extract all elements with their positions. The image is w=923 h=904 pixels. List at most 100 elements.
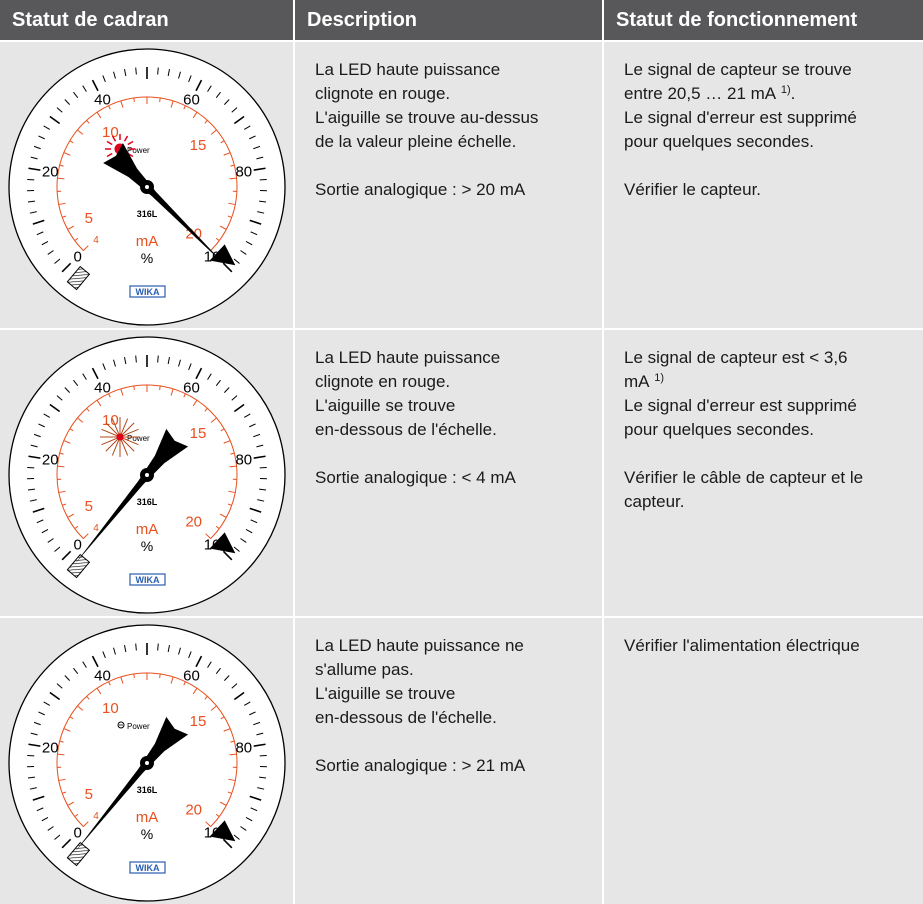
ma-tick [170, 100, 174, 108]
text-line: La LED haute puissance [315, 348, 501, 367]
dial-tick [178, 71, 181, 79]
percent-label: 60 [183, 380, 200, 397]
dial-tick [56, 107, 63, 113]
footnote-ref: 1) [780, 84, 791, 96]
led-ray [106, 152, 113, 158]
percent-label: 20 [42, 164, 59, 181]
text-line: clignote en rouge. [315, 84, 451, 103]
text-line: La LED haute puissance ne [315, 636, 524, 655]
text-line: L'aiguille se trouve au-dessus [315, 108, 539, 127]
dial-tick [233, 403, 245, 413]
ma-label: 15 [190, 425, 207, 442]
dial-tick [73, 667, 79, 675]
dial-tick [61, 838, 72, 849]
dial-tick [253, 743, 266, 747]
zero-pin [66, 841, 91, 867]
text-line: Sortie analogique : < 4 mA [315, 468, 516, 487]
ma-tick [183, 105, 186, 110]
dial-tick [240, 826, 247, 831]
ma-tick [57, 465, 65, 468]
dial-tick [207, 373, 212, 380]
ma-tick [223, 152, 231, 156]
dial-tick [47, 826, 54, 831]
dial-tick [41, 817, 49, 822]
dial-tick [244, 413, 251, 418]
dial-tick [253, 455, 266, 459]
percent-label: 40 [94, 92, 111, 109]
ma-tick [223, 440, 231, 444]
dial-tick [82, 85, 87, 92]
dial-tick [124, 645, 127, 653]
dial-tick [215, 91, 221, 99]
led-label: Power [127, 146, 150, 155]
ma-tick [229, 753, 237, 756]
needle-hub-dot [145, 185, 149, 189]
ma-tick [77, 417, 84, 423]
ma-tick [63, 152, 71, 156]
ma-tick [170, 388, 174, 396]
ma-tick [63, 728, 71, 732]
dial-tick [135, 67, 137, 75]
stop-pin [209, 532, 236, 554]
dial-tick [47, 538, 54, 543]
unit-percent: % [141, 250, 153, 266]
footnote-ref: 1) [654, 372, 665, 384]
percent-label: 60 [183, 668, 200, 685]
dial-tick [113, 71, 116, 79]
ma-tick [83, 245, 89, 251]
dial-tick [157, 355, 159, 363]
ma-tick [67, 513, 75, 518]
dial-tick [30, 732, 38, 736]
text-line: entre 20,5 … 21 mA 1). [624, 82, 911, 106]
dial-tick [253, 433, 261, 438]
dial-tick [64, 387, 71, 393]
dial-tick [47, 250, 54, 255]
percent-label: 20 [42, 452, 59, 469]
dial-tick [157, 67, 159, 75]
dial-tick [82, 661, 87, 668]
ma-tick [86, 119, 90, 124]
led-ray [111, 135, 117, 142]
ma-tick [120, 388, 124, 396]
dial-tick [250, 519, 258, 524]
dial-tick [188, 75, 192, 83]
dial-tick [249, 711, 256, 716]
stop-pin [209, 244, 236, 266]
ma-tick [227, 215, 232, 218]
ma-tick [223, 728, 231, 732]
dial-tick [233, 546, 240, 552]
ma-tick [108, 681, 111, 686]
dial-tick [257, 211, 265, 214]
description-cell: La LED haute puissance ne s'allume pas. L'… [295, 618, 602, 904]
unit-ma: mA [136, 521, 159, 538]
dial-tick [188, 651, 192, 659]
dial-tick [54, 834, 61, 840]
dial-tick [32, 219, 45, 225]
dial-tick [245, 529, 253, 534]
dial-tick [36, 519, 44, 524]
ma-tick [227, 791, 232, 794]
dial-tick [222, 550, 233, 561]
ma-label: 4 [93, 811, 99, 822]
ma-tick [57, 753, 65, 756]
dial-tick [178, 647, 181, 655]
ma-tick [219, 513, 227, 518]
dial-tick [102, 651, 106, 659]
ma-tick [204, 119, 208, 124]
ma-tick [133, 385, 135, 391]
text: mA [624, 372, 650, 391]
ma-label: 4 [93, 235, 99, 246]
dial-tick [56, 395, 63, 401]
percent-label: 40 [94, 668, 111, 685]
ma-tick [159, 385, 161, 391]
led-label: Power [127, 722, 150, 731]
ma-label: 15 [190, 137, 207, 154]
dial-tick [102, 75, 106, 83]
dial-tick [223, 99, 230, 105]
ma-tick [230, 452, 235, 455]
text-line: Vérifier le câble de capteur et le [624, 468, 864, 487]
